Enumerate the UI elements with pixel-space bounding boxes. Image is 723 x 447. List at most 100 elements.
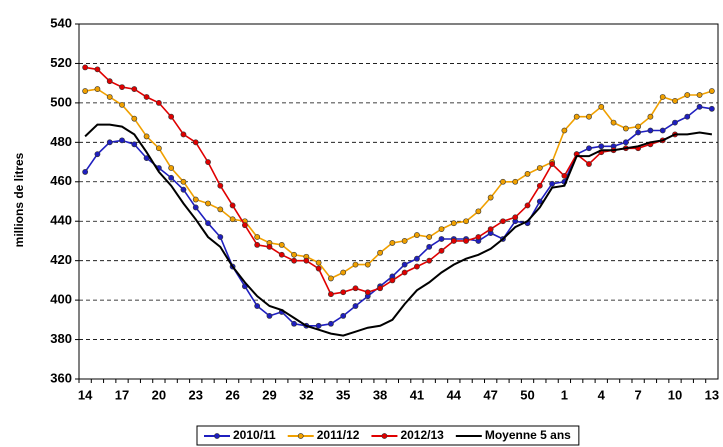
- data-point: [143, 133, 150, 140]
- x-tick-label: 10: [668, 387, 682, 402]
- x-tick-label: 44: [447, 387, 462, 402]
- x-tick-label: 17: [115, 387, 129, 402]
- data-point: [622, 139, 629, 146]
- data-point: [364, 289, 371, 296]
- data-point: [401, 269, 408, 276]
- data-point: [438, 247, 445, 254]
- data-point: [106, 78, 113, 85]
- data-point: [696, 103, 703, 110]
- data-point: [328, 320, 334, 327]
- data-point: [229, 216, 236, 223]
- data-point: [340, 289, 347, 296]
- data-point: [364, 261, 371, 268]
- data-point: [217, 234, 224, 240]
- data-point: [414, 232, 420, 238]
- data-point: [168, 165, 175, 171]
- data-point: [475, 234, 482, 240]
- data-point: [487, 194, 494, 201]
- data-point: [205, 220, 211, 227]
- data-point: [512, 178, 519, 185]
- data-point: [475, 208, 482, 215]
- legend-label: 2011/12: [317, 428, 360, 442]
- data-point: [352, 303, 359, 309]
- y-tick-label: 460: [50, 173, 72, 188]
- data-point: [684, 92, 691, 98]
- data-point: [131, 115, 138, 122]
- data-point: [192, 196, 199, 203]
- data-point: [241, 222, 248, 229]
- data-point: [438, 236, 445, 242]
- x-tick-label: 41: [410, 387, 424, 402]
- data-point: [438, 226, 445, 233]
- data-point: [119, 84, 125, 91]
- y-tick-label: 500: [50, 94, 72, 109]
- x-tick-label: 13: [705, 387, 719, 402]
- data-point: [131, 86, 138, 92]
- data-point: [106, 139, 113, 146]
- data-point: [647, 127, 654, 134]
- data-point: [536, 182, 543, 189]
- data-point: [426, 257, 433, 264]
- data-point: [401, 261, 408, 268]
- data-point: [328, 291, 334, 298]
- data-point: [414, 255, 420, 262]
- legend-marker: [214, 433, 220, 439]
- data-point: [217, 206, 224, 213]
- data-point: [524, 170, 531, 177]
- series-line: [84, 105, 713, 327]
- data-point: [659, 127, 666, 134]
- data-point: [315, 322, 322, 329]
- data-point: [180, 186, 187, 193]
- y-tick-label: 480: [50, 134, 72, 149]
- data-point: [192, 204, 199, 211]
- x-tick-label: 4: [598, 387, 606, 402]
- y-tick-label: 400: [50, 292, 72, 307]
- data-point: [119, 101, 125, 108]
- data-point: [450, 220, 457, 227]
- data-point: [500, 178, 506, 185]
- data-point: [340, 312, 347, 319]
- data-point: [377, 285, 383, 292]
- data-point: [180, 131, 187, 138]
- legend-marker: [381, 433, 388, 439]
- data-point: [586, 145, 592, 152]
- data-point: [303, 257, 310, 264]
- x-tick-label: 50: [520, 387, 534, 402]
- data-point: [635, 129, 642, 136]
- series-line: [84, 123, 713, 337]
- x-tick-label: 26: [225, 387, 239, 402]
- data-point: [622, 125, 629, 132]
- data-point: [463, 238, 469, 244]
- data-point: [168, 174, 175, 181]
- data-point: [82, 64, 89, 71]
- data-point: [205, 159, 211, 165]
- data-point: [696, 92, 703, 98]
- data-point: [598, 143, 605, 150]
- data-point: [672, 98, 678, 104]
- data-point: [500, 218, 506, 225]
- x-tick-label: 23: [189, 387, 203, 402]
- legend-label: 2012/13: [400, 428, 444, 442]
- legend-label: 2010/11: [233, 428, 276, 442]
- x-tick-label: 20: [152, 387, 166, 402]
- y-tick-label: 360: [50, 370, 72, 385]
- data-point: [254, 303, 261, 309]
- data-point: [512, 214, 519, 221]
- data-point: [340, 269, 347, 276]
- data-point: [684, 113, 691, 120]
- data-point: [94, 151, 101, 158]
- data-point: [266, 312, 273, 319]
- data-point: [586, 113, 592, 120]
- x-tick-label: 14: [78, 387, 93, 402]
- data-point: [549, 161, 556, 167]
- data-point: [205, 200, 211, 207]
- data-point: [672, 119, 678, 126]
- data-point: [450, 238, 457, 244]
- data-point: [586, 161, 592, 167]
- data-point: [487, 226, 494, 233]
- data-point: [229, 202, 236, 209]
- x-tick-label: 38: [373, 387, 387, 402]
- data-point: [315, 265, 322, 272]
- data-point: [389, 240, 396, 246]
